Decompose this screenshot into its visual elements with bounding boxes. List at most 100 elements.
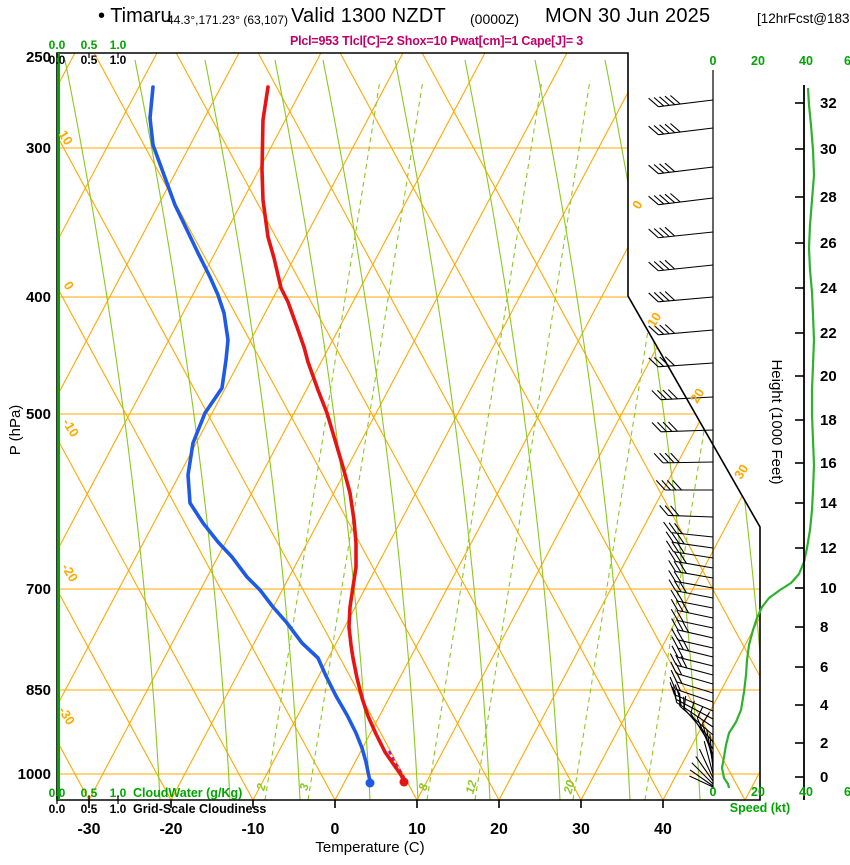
adiabat-line — [340, 53, 745, 800]
wind-barb-shaft — [676, 591, 713, 598]
forecast-lead-time: [12hrFcst@1835z] — [757, 11, 850, 26]
temperature-tick-label: 10 — [408, 821, 426, 838]
cloudiness-scale-bottom: 1.0 — [110, 802, 127, 816]
adiabat-line — [0, 53, 7, 800]
speed-tick-label-bottom: 40 — [799, 785, 813, 799]
wind-barb-shaft — [676, 665, 713, 675]
wind-barb-shaft — [668, 515, 713, 517]
speed-tick-label-bottom: 0 — [710, 785, 717, 799]
valid-time: Valid 1300 NZDT — [291, 5, 446, 28]
isotherm-line — [253, 53, 649, 800]
isotherm-label-left: 0 — [61, 279, 78, 293]
moist-adiabat-line — [535, 60, 630, 800]
height-tick-label: 22 — [820, 325, 837, 342]
wind-barb-feather — [684, 696, 686, 709]
height-axis-title: Height (1000 Feet) — [768, 359, 785, 484]
mixing-ratio-line — [308, 80, 423, 800]
mixing-ratio-label: 3 — [297, 782, 312, 792]
height-tick-label: 14 — [820, 495, 837, 512]
height-tick-label: 6 — [820, 659, 828, 676]
station-title: • Timaru — [98, 5, 172, 28]
pressure-tick-label: 700 — [26, 581, 51, 598]
moist-adiabat-line — [675, 60, 770, 800]
height-tick-label: 0 — [820, 769, 828, 786]
isotherm-line — [89, 53, 485, 800]
speed-tick-label-top: 40 — [799, 54, 813, 68]
moist-adiabat-line — [605, 60, 700, 800]
speed-tick-label-top: 60 — [844, 54, 850, 68]
height-tick-label: 20 — [820, 368, 837, 385]
gridscale-cloudiness-axis-title: Grid-Scale Cloudiness — [133, 802, 266, 816]
temperature-tick-label: -30 — [77, 821, 100, 838]
height-tick-label: 16 — [820, 455, 837, 472]
height-tick-label: 12 — [820, 540, 837, 557]
valid-date: MON 30 Jun 2025 — [545, 5, 710, 28]
pressure-axis-title: P (hPa) — [7, 405, 24, 456]
pressure-tick-label: 250 — [26, 49, 51, 66]
wind-barbs — [649, 95, 713, 787]
temperature-tick-label: 40 — [654, 821, 672, 838]
cloudwater-scale-top: 0.0 — [49, 38, 66, 52]
mixing-ratio-label: 2 — [253, 782, 269, 793]
isotherm-line — [581, 53, 850, 800]
isotherm-line — [417, 53, 813, 800]
cloudiness-scale-bottom: 0.5 — [81, 802, 98, 816]
height-tick-label: 28 — [820, 189, 837, 206]
height-tick-label: 2 — [820, 735, 828, 752]
height-tick-label: 4 — [820, 697, 829, 714]
height-tick-label: 18 — [820, 412, 837, 429]
speed-tick-label-top: 20 — [751, 54, 765, 68]
mixing-ratio-label: 20 — [560, 778, 577, 796]
temperature-tick-label: 30 — [572, 821, 590, 838]
cloudwater-axis-title: CloudWater (g/Kg) — [133, 786, 242, 800]
isotherm-line — [171, 53, 567, 800]
mixing-ratio-line — [475, 80, 590, 800]
mixing-ratio-label: 12 — [463, 778, 480, 795]
pressure-tick-label: 400 — [26, 289, 51, 306]
mixing-ratio-line — [645, 80, 760, 800]
moist-adiabat-line — [205, 60, 300, 800]
cloudwater-scale-top: 1.0 — [110, 38, 127, 52]
valid-time-utc: (0000Z) — [470, 11, 519, 27]
temperature-tick-label: 20 — [490, 821, 508, 838]
temperature-axis-title: Temperature (C) — [315, 839, 424, 856]
temperature-tick-label: 0 — [331, 821, 340, 838]
pressure-tick-label: 500 — [26, 406, 51, 423]
isotherm-label-right: 20 — [687, 386, 707, 406]
temperature-surface-dot — [400, 778, 409, 787]
pressure-tick-label: 850 — [26, 682, 51, 699]
speed-axis-title: Speed (kt) — [730, 801, 790, 815]
grid-orange — [0, 53, 850, 800]
height-tick-label: 8 — [820, 619, 828, 636]
wind-speed-curve — [722, 88, 814, 788]
mixing-ratio-line — [573, 80, 688, 800]
height-tick-label: 30 — [820, 141, 837, 158]
station-coordinates: -44.3°,171.23° (63,107) — [163, 13, 288, 27]
temperature-tick-label: -10 — [241, 821, 264, 838]
cloudiness-scale-bottom: 0.0 — [49, 802, 66, 816]
moist-adiabat-line — [465, 60, 560, 800]
pressure-tick-label: 1000 — [18, 766, 51, 783]
moist-adiabat-line — [135, 60, 230, 800]
adiabat-line — [176, 53, 581, 800]
height-tick-label: 10 — [820, 580, 837, 597]
speed-tick-label-bottom: 20 — [751, 785, 765, 799]
speed-tick-label-bottom: 60 — [844, 785, 850, 799]
isotherm-label-right: 30 — [731, 462, 751, 482]
sounding-indices: Plcl=953 Tlcl[C]=2 Shox=10 Pwat[cm]=1 Ca… — [290, 34, 583, 48]
isotherm-label-left: -20 — [58, 561, 81, 585]
isotherm-label-right: 0 — [629, 198, 646, 212]
adiabat-line — [258, 53, 663, 800]
height-tick-label: 24 — [820, 280, 837, 297]
pressure-tick-label: 300 — [26, 140, 51, 157]
height-tick-label: 32 — [820, 95, 837, 112]
temperature-tick-label: -20 — [159, 821, 182, 838]
dewpoint-surface-dot — [366, 779, 375, 788]
cloudwater-scale-top: 0.5 — [81, 38, 98, 52]
speed-tick-label-top: 0 — [710, 54, 717, 68]
